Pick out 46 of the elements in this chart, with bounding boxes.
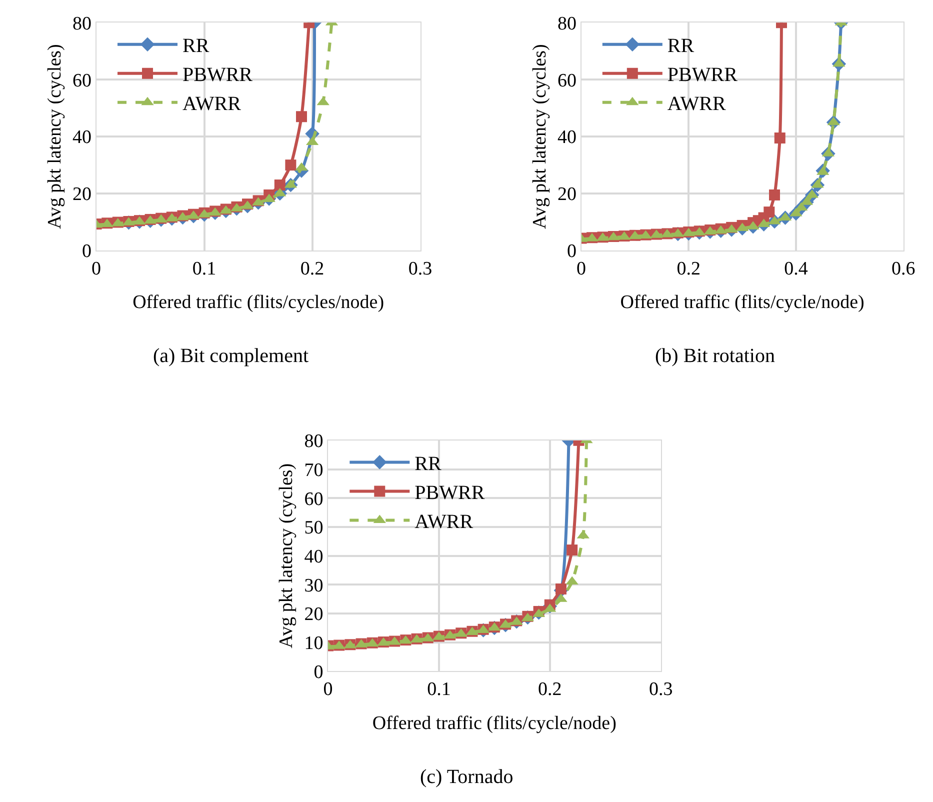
x-tick-label: 0.2	[676, 258, 701, 280]
text: (b) Bit rotation	[655, 345, 775, 367]
y-tick-label: 20	[558, 184, 577, 206]
x-axis-title: Offered traffic (flits/cycles/node)	[132, 292, 384, 314]
x-tick-label: 0.1	[192, 258, 216, 280]
legend-label: AWRR	[667, 93, 726, 116]
legend-label: RR	[414, 453, 442, 476]
text: (a) Bit complement	[153, 345, 309, 367]
y-tick-label: 40	[558, 127, 577, 148]
x-tick-label: 0.4	[784, 258, 808, 280]
x-tick-label: 0.3	[408, 258, 432, 280]
y-tick-label: 0	[314, 662, 324, 683]
y-tick-label: 30	[304, 575, 324, 596]
y-tick-label: 10	[304, 632, 324, 654]
y-tick-label: 50	[304, 518, 324, 539]
y-tick-label: 80	[72, 13, 92, 34]
y-tick-label: 80	[558, 13, 577, 34]
x-tick-label: 0.2	[300, 258, 324, 280]
legend-label: PBWRR	[182, 64, 254, 86]
y-tick-label: 20	[72, 184, 92, 206]
x-tick-label: 0.3	[648, 678, 673, 700]
y-axis-title: Avg pkt latency (cycles)	[44, 44, 66, 229]
x-tick-label: 0.6	[891, 258, 916, 280]
y-tick-label: 60	[72, 70, 92, 92]
legend-label: RR	[667, 35, 695, 58]
y-axis-title: Avg pkt latency (cycles)	[276, 463, 298, 648]
y-tick-label: 60	[558, 70, 577, 92]
x-tick-label: 0.1	[427, 678, 451, 700]
legend-label: AWRR	[182, 93, 242, 116]
y-tick-label: 0	[82, 241, 92, 262]
y-tick-label: 60	[304, 488, 324, 510]
legend-label: RR	[182, 35, 210, 58]
x-axis-title: Offered traffic (flits/cycle/node)	[620, 292, 864, 314]
text: (c) Tornado	[420, 766, 514, 788]
x-axis-title: Offered traffic (flits/cycle/node)	[372, 712, 616, 734]
y-tick-label: 0	[567, 241, 577, 262]
legend-label: AWRR	[414, 511, 474, 534]
y-tick-label: 80	[304, 431, 324, 452]
legend-label: PBWRR	[667, 64, 738, 86]
y-tick-label: 40	[304, 546, 324, 568]
y-tick-label: 70	[304, 460, 324, 481]
y-axis-title: Avg pkt latency (cycles)	[529, 44, 550, 229]
x-tick-label: 0.2	[538, 678, 562, 700]
y-tick-label: 40	[72, 127, 92, 148]
y-tick-label: 20	[304, 604, 324, 626]
legend-label: PBWRR	[414, 482, 486, 504]
